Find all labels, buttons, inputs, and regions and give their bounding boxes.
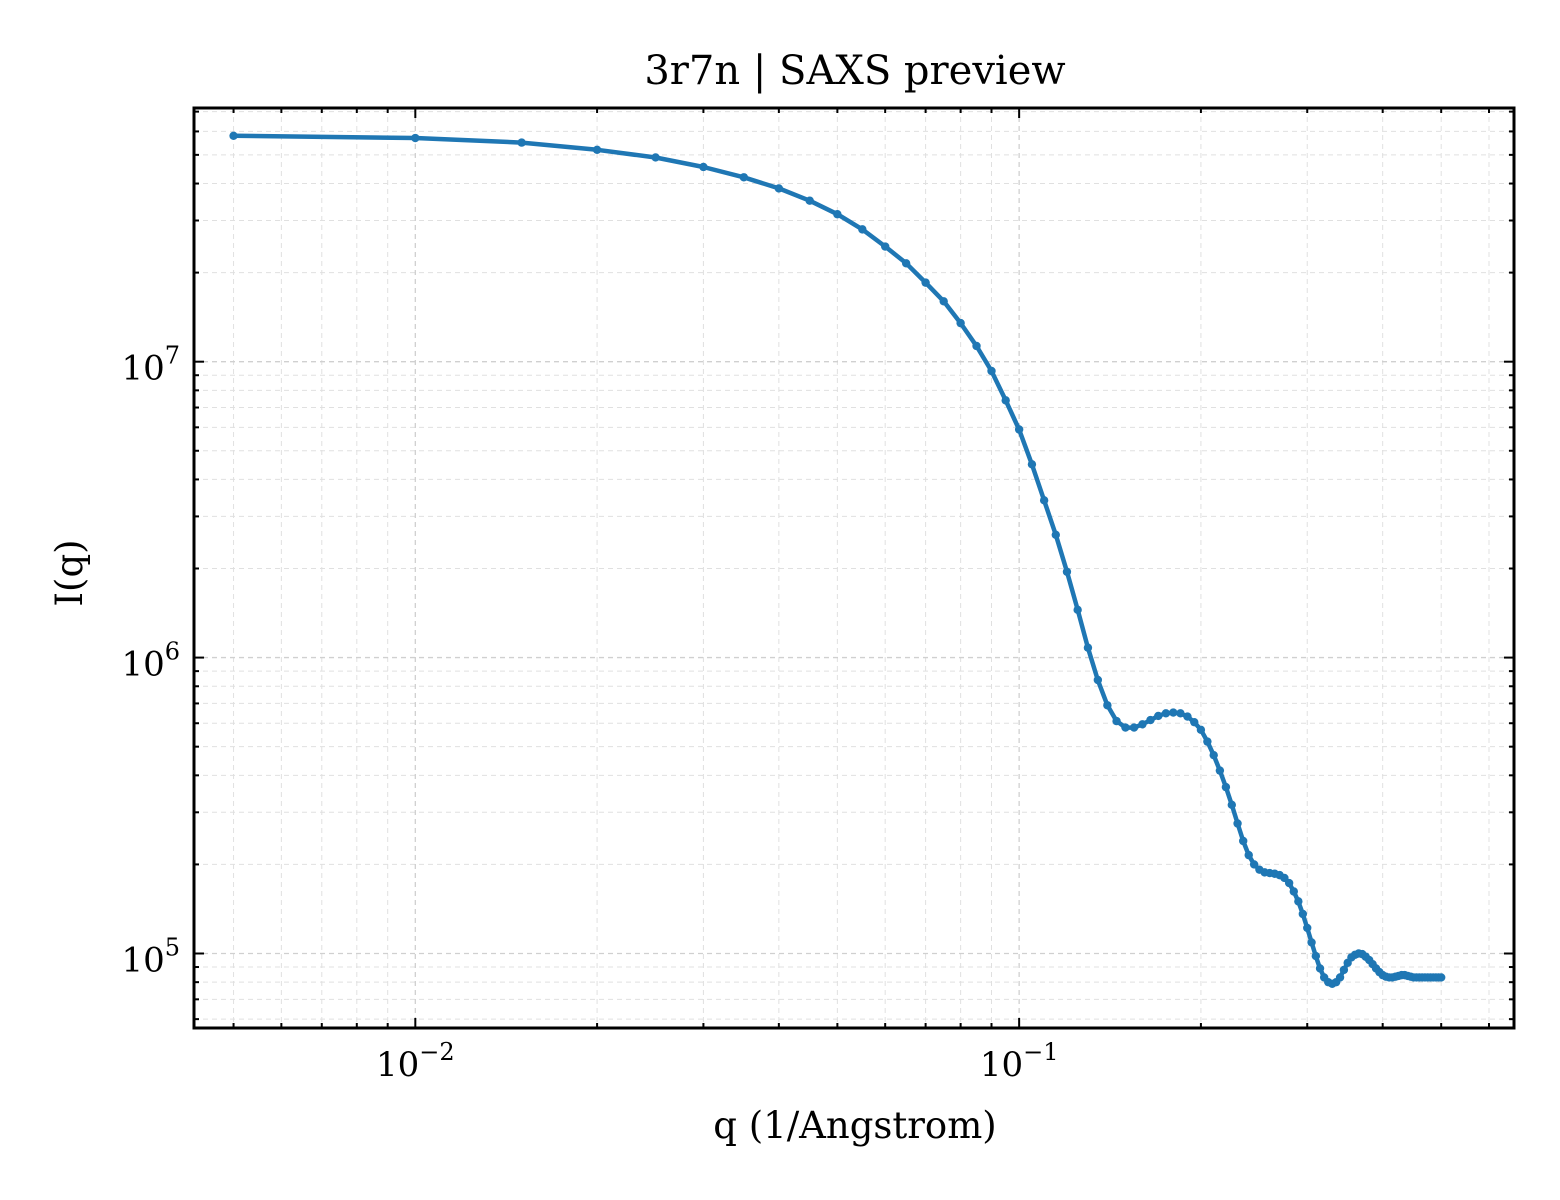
data-point bbox=[1303, 923, 1312, 933]
data-point bbox=[1154, 711, 1163, 721]
data-point bbox=[774, 184, 784, 193]
data-point bbox=[1138, 720, 1147, 729]
data-point bbox=[1129, 723, 1139, 732]
x-axis-label: q (1/Angstrom) bbox=[713, 1104, 996, 1147]
data-point bbox=[1215, 766, 1225, 775]
data-point bbox=[1233, 819, 1242, 828]
data-point bbox=[1298, 909, 1308, 919]
data-point bbox=[805, 196, 814, 205]
data-point bbox=[1083, 643, 1093, 652]
data-point bbox=[1196, 725, 1206, 735]
data-point bbox=[972, 341, 981, 351]
data-point bbox=[1307, 938, 1316, 947]
x-tick-label: 10−1 bbox=[980, 1038, 1059, 1085]
data-point bbox=[1161, 709, 1171, 718]
y-tick-label: 106 bbox=[121, 638, 180, 685]
y-axis-label: I(q) bbox=[48, 539, 91, 606]
data-point bbox=[1190, 717, 1199, 727]
plot-frame bbox=[192, 106, 1516, 1030]
data-point bbox=[1112, 716, 1121, 726]
y-tick-label: 107 bbox=[121, 342, 180, 389]
data-point bbox=[1311, 951, 1321, 961]
data-point bbox=[858, 225, 867, 234]
data-point bbox=[1221, 782, 1231, 792]
data-point bbox=[699, 162, 708, 172]
y-tick-label: 105 bbox=[121, 933, 180, 980]
data-point bbox=[517, 138, 526, 147]
data-point bbox=[1249, 860, 1259, 869]
data-point bbox=[1289, 887, 1298, 896]
data-point bbox=[1244, 850, 1253, 860]
data-point bbox=[956, 318, 965, 328]
axis-ticks: 10−2 10−1 105 106 107 bbox=[121, 108, 1514, 1085]
data-point bbox=[939, 297, 948, 306]
data-point bbox=[1239, 836, 1248, 846]
data-point bbox=[1121, 723, 1130, 732]
data-point bbox=[1203, 737, 1212, 746]
data-point bbox=[1073, 605, 1082, 615]
plot-area bbox=[229, 131, 1446, 988]
grid-layer bbox=[194, 108, 1514, 1028]
data-point bbox=[1183, 712, 1192, 721]
x-tick-label: 10−2 bbox=[376, 1038, 455, 1085]
data-point bbox=[592, 145, 602, 155]
data-point bbox=[1014, 425, 1024, 434]
data-point bbox=[739, 173, 749, 182]
data-point bbox=[1039, 496, 1049, 505]
data-point bbox=[651, 153, 660, 162]
data-point bbox=[1146, 715, 1155, 725]
data-point bbox=[411, 133, 420, 143]
data-point bbox=[1227, 800, 1236, 810]
data-point bbox=[1176, 709, 1185, 718]
data-point bbox=[1027, 460, 1037, 469]
data-point bbox=[1436, 973, 1446, 982]
data-point bbox=[1062, 567, 1072, 576]
data-point bbox=[229, 131, 238, 140]
data-point bbox=[901, 259, 911, 268]
data-point bbox=[880, 242, 890, 251]
data-point bbox=[1001, 396, 1010, 405]
data-point bbox=[921, 278, 930, 287]
data-point bbox=[1335, 973, 1345, 982]
data-point bbox=[1093, 675, 1103, 685]
chart-title: 3r7n | SAXS preview bbox=[644, 48, 1065, 94]
data-point bbox=[1209, 750, 1218, 760]
data-point bbox=[1103, 701, 1112, 710]
data-point bbox=[833, 210, 842, 219]
data-point bbox=[1339, 965, 1349, 975]
data-point bbox=[1169, 708, 1178, 717]
data-point bbox=[987, 366, 996, 376]
data-point bbox=[1315, 964, 1325, 973]
data-point bbox=[1294, 897, 1303, 906]
data-point bbox=[1051, 530, 1060, 539]
data-point bbox=[1284, 878, 1294, 888]
